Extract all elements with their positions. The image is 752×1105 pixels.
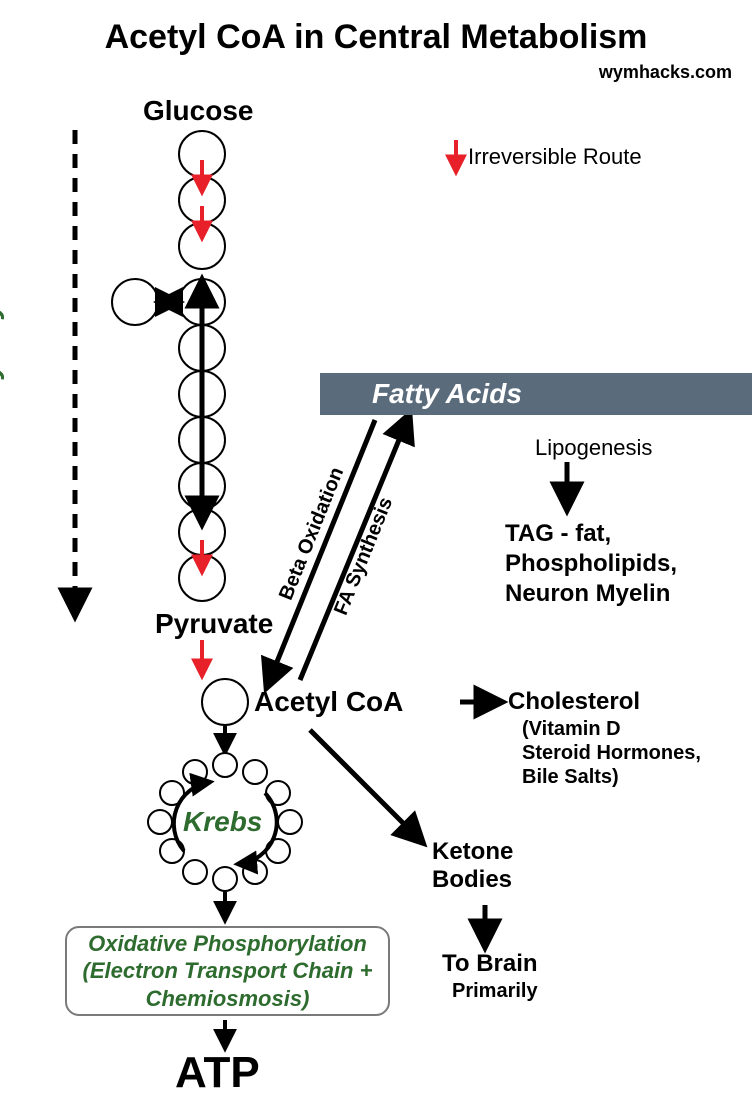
ketone-label-2: Bodies bbox=[432, 866, 512, 894]
oxphos-line1: Oxidative Phosphorylation bbox=[88, 930, 367, 958]
ketone-label-1: Ketone bbox=[432, 838, 513, 866]
tag-line2: Phospholipids, bbox=[505, 550, 677, 578]
tag-line1: TAG - fat, bbox=[505, 520, 611, 548]
tag-line3: Neuron Myelin bbox=[505, 580, 670, 608]
cholesterol-sub3: Bile Salts) bbox=[522, 766, 619, 789]
glycolysis-circles bbox=[112, 131, 225, 601]
primarily-label: Primarily bbox=[452, 980, 538, 1003]
glycolysis-label: Glycolysis bbox=[0, 260, 6, 410]
krebs-label: Krebs bbox=[183, 806, 262, 838]
oxphos-line3: Chemiosmosis) bbox=[146, 985, 310, 1013]
oxphos-line2: (Electron Transport Chain + bbox=[83, 957, 373, 985]
acetyl-coa-label: Acetyl CoA bbox=[254, 686, 403, 718]
atp-label: ATP bbox=[175, 1048, 260, 1098]
glucose-label: Glucose bbox=[143, 95, 253, 127]
acetyl-to-ketone-arrow bbox=[310, 730, 420, 840]
to-brain-label: To Brain bbox=[442, 950, 538, 978]
cholesterol-sub1: (Vitamin D bbox=[522, 718, 621, 741]
acetyl-coa-circle bbox=[202, 679, 248, 725]
pyruvate-label: Pyruvate bbox=[155, 608, 273, 640]
cholesterol-label: Cholesterol bbox=[508, 688, 640, 716]
fatty-acids-box: Fatty Acids bbox=[320, 373, 752, 415]
credit-label: wymhacks.com bbox=[599, 62, 732, 83]
oxphos-box: Oxidative Phosphorylation (Electron Tran… bbox=[65, 926, 390, 1016]
cholesterol-sub2: Steroid Hormones, bbox=[522, 742, 701, 765]
lipogenesis-label: Lipogenesis bbox=[535, 435, 652, 461]
page-title: Acetyl CoA in Central Metabolism bbox=[0, 18, 752, 57]
legend-label: Irreversible Route bbox=[468, 144, 642, 170]
